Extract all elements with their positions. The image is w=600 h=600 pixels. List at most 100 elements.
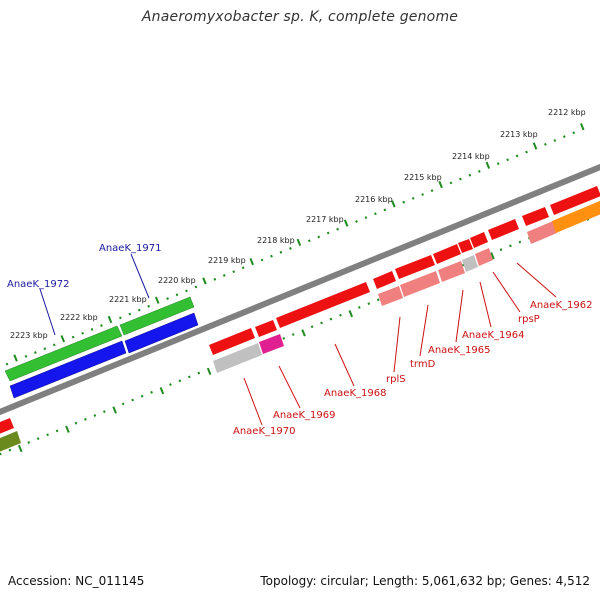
outer-scale-tick xyxy=(5,362,9,366)
inner-scale-tick xyxy=(348,309,354,318)
gene-pink-trmd xyxy=(400,271,440,297)
outer-scale-tick xyxy=(71,335,75,339)
outer-scale-tick xyxy=(52,343,56,347)
genome-backbone xyxy=(0,163,600,416)
outer-scale-tick xyxy=(411,196,415,200)
outer-scale-tick xyxy=(506,158,509,162)
label-anaek-1971: AnaeK_1971 xyxy=(99,243,161,254)
gene-anaek-1970-grey xyxy=(213,343,262,373)
gene-anaek-1972-green xyxy=(4,325,123,382)
outer-scale-tick xyxy=(202,277,207,285)
connector-rpsp xyxy=(492,271,521,313)
inner-scale-tick xyxy=(102,410,106,414)
outer-scale-tick xyxy=(222,274,226,277)
outer-scale-tick xyxy=(364,216,368,220)
gene-pink-1965 xyxy=(438,261,465,282)
outer-scale-tick xyxy=(249,258,254,266)
outer-scale-tick xyxy=(343,219,349,227)
outer-scale-tick xyxy=(137,308,141,312)
outer-scale-tick xyxy=(43,347,47,351)
outer-scale-tick xyxy=(270,254,273,258)
connector-anaek-1969 xyxy=(278,365,301,409)
connector-anaek-1968 xyxy=(334,343,355,387)
gene-anaek-1971-green xyxy=(119,296,195,336)
outer-scale-tick xyxy=(374,212,377,216)
inner-scale-tick xyxy=(376,298,380,302)
gene-grey-1964 xyxy=(462,255,478,272)
label-anaek-1965: AnaeK_1965 xyxy=(428,345,490,356)
gene-red-1 xyxy=(209,328,255,355)
gene-anaek-1968 xyxy=(276,282,370,328)
scale-label: 2216 kbp xyxy=(355,195,393,204)
connector-anaek-1972 xyxy=(39,288,56,336)
inner-scale-tick xyxy=(74,421,78,425)
outer-scale-tick xyxy=(562,135,566,139)
inner-scale-tick xyxy=(178,379,182,383)
inner-scale-tick xyxy=(131,398,134,402)
scale-label: 2219 kbp xyxy=(208,256,246,265)
outer-scale-tick xyxy=(107,315,113,324)
outer-scale-tick xyxy=(279,250,283,254)
outer-scale-tick xyxy=(532,142,538,150)
outer-scale-tick xyxy=(260,258,264,262)
outer-scale-tick xyxy=(580,123,585,131)
inner-scale-tick xyxy=(301,329,306,337)
inner-scale-tick xyxy=(55,429,59,433)
connector-anaek-1962 xyxy=(516,262,557,298)
inner-scale-tick xyxy=(320,321,323,325)
label-anaek-1970: AnaeK_1970 xyxy=(233,426,295,437)
inner-scale-tick xyxy=(46,433,49,437)
inner-scale-tick xyxy=(509,244,512,248)
gene-red-1962 xyxy=(488,219,519,240)
outer-scale-tick xyxy=(100,324,103,327)
topology-text: Topology: circular; Length: 5,061,632 bp… xyxy=(260,574,590,588)
scale-label: 2212 kbp xyxy=(548,108,586,117)
map-title: Anaeromyxobacter sp. K, complete genome xyxy=(141,9,459,25)
connector-anaek-1965 xyxy=(455,289,464,343)
inner-scale-tick xyxy=(112,406,117,414)
connector-anaek-1971 xyxy=(130,253,150,299)
outer-scale-tick xyxy=(296,238,302,246)
outer-scale-tick xyxy=(391,200,396,208)
gene-red-rpsp xyxy=(470,232,488,248)
inner-scale-tick xyxy=(291,333,295,336)
outer-scale-tick xyxy=(81,331,84,335)
inner-scale-tick xyxy=(84,417,87,421)
outer-scale-tick xyxy=(553,139,557,142)
outer-scale-tick xyxy=(60,335,66,343)
inner-scale-tick xyxy=(310,325,314,329)
inner-scale-tick xyxy=(159,387,165,395)
inner-scale-tick xyxy=(0,452,2,456)
gene-red-1964 xyxy=(458,239,473,253)
connector-anaek-1970 xyxy=(243,377,263,426)
gene-red-2 xyxy=(255,320,277,337)
outer-scale-tick xyxy=(34,351,37,354)
scale-label: 2214 kbp xyxy=(452,152,490,161)
outer-scale-tick xyxy=(572,131,576,135)
inner-scale-tick xyxy=(150,390,153,394)
inner-scale-tick xyxy=(187,375,191,379)
scale-label: 2222 kbp xyxy=(60,313,98,322)
inner-scale-tick xyxy=(93,414,97,417)
connector-rpls xyxy=(393,316,401,373)
scale-label: 2223 kbp xyxy=(10,331,48,340)
outer-scale-tick xyxy=(289,247,292,250)
label-rpls: rplS xyxy=(386,374,406,385)
scale-label: 2217 kbp xyxy=(306,215,344,224)
outer-scale-tick xyxy=(438,180,443,189)
inner-scale-tick xyxy=(518,240,522,244)
gene-pink-1962 xyxy=(527,221,557,244)
outer-scale-tick xyxy=(166,297,169,300)
accession-text: Accession: NC_011145 xyxy=(8,574,145,588)
label-anaek-1969: AnaeK_1969 xyxy=(273,410,335,421)
inner-scale-tick xyxy=(17,444,23,453)
outer-scale-tick xyxy=(119,316,122,320)
inner-scale-tick xyxy=(140,394,144,398)
gene-red-trmd xyxy=(395,255,435,279)
outer-scale-tick xyxy=(317,235,321,239)
outer-scale-tick xyxy=(241,266,245,270)
inner-scale-tick xyxy=(65,425,70,433)
inner-scale-tick xyxy=(8,448,12,452)
outer-scale-tick xyxy=(430,189,434,193)
gene-red-8 xyxy=(550,186,600,215)
